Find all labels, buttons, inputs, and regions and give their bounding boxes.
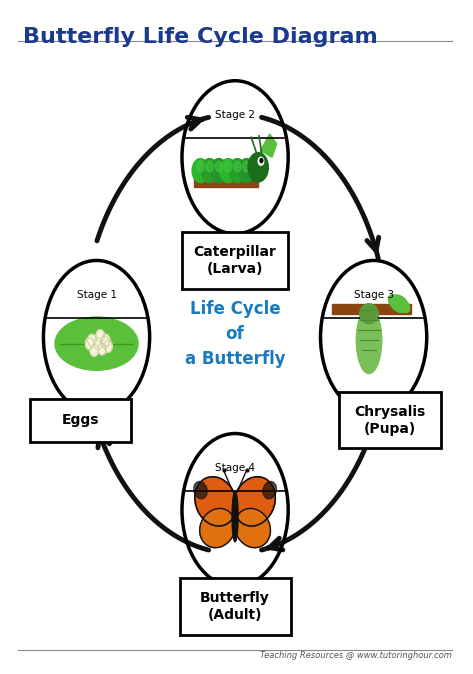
Circle shape [102,334,110,346]
Bar [339,392,440,448]
Polygon shape [261,134,277,157]
Text: Stage 1: Stage 1 [77,290,116,300]
Circle shape [238,158,255,183]
Circle shape [86,338,94,350]
Ellipse shape [360,304,378,324]
Text: Chrysalis
(Pupa): Chrysalis (Pupa) [354,404,425,436]
Ellipse shape [393,295,410,313]
Ellipse shape [195,477,236,526]
Ellipse shape [234,477,275,526]
Circle shape [215,161,223,172]
Bar [332,304,411,313]
Circle shape [98,343,106,355]
Circle shape [234,161,241,172]
Text: Stage 4: Stage 4 [215,463,255,473]
Circle shape [225,161,232,172]
Circle shape [90,344,98,357]
Text: Life Cycle
of
a Butterfly: Life Cycle of a Butterfly [185,300,285,368]
Circle shape [260,158,263,162]
Circle shape [192,158,209,183]
Ellipse shape [194,481,207,499]
Ellipse shape [235,508,271,548]
Circle shape [220,158,236,183]
Ellipse shape [356,307,382,373]
Circle shape [229,158,245,183]
Ellipse shape [200,508,236,548]
Bar [193,175,258,187]
Ellipse shape [55,317,138,370]
Circle shape [206,161,213,172]
Circle shape [104,340,112,353]
Circle shape [201,158,218,183]
Circle shape [258,157,264,165]
Text: Butterfly
(Adult): Butterfly (Adult) [200,591,270,622]
Circle shape [210,158,227,183]
Circle shape [197,161,204,172]
Bar [180,578,290,635]
Text: Stage 3: Stage 3 [354,290,394,300]
Bar [182,232,288,288]
Circle shape [88,334,96,346]
Bar [30,398,131,442]
Circle shape [243,161,250,172]
Circle shape [248,152,268,182]
Text: Teaching Resources @ www.tutoringhour.com: Teaching Resources @ www.tutoringhour.co… [260,651,452,660]
Ellipse shape [232,492,238,542]
Ellipse shape [263,481,276,499]
Circle shape [101,336,109,348]
Text: Caterpillar
(Larva): Caterpillar (Larva) [193,245,277,276]
Text: Eggs: Eggs [61,413,99,427]
Ellipse shape [388,295,405,313]
Circle shape [96,330,105,342]
Text: Butterfly Life Cycle Diagram: Butterfly Life Cycle Diagram [23,28,377,47]
Text: Stage 2: Stage 2 [215,110,255,120]
Circle shape [94,338,102,350]
